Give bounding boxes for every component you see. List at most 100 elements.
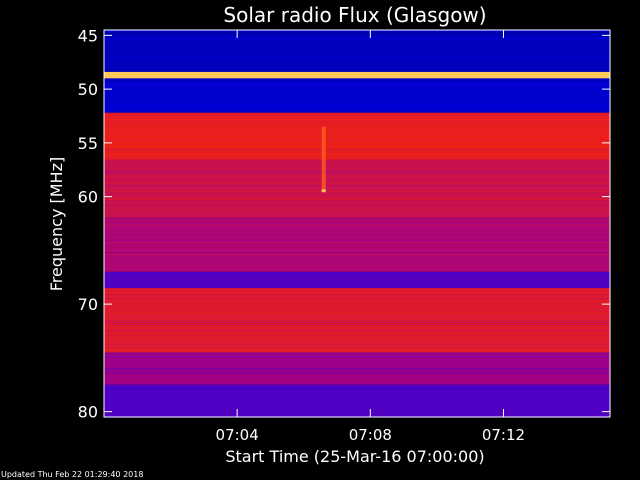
spectrum-texture-row	[104, 84, 610, 86]
spectrum-texture-row	[104, 224, 610, 226]
spectrum-texture-row	[104, 334, 610, 335]
spectrum-texture-row	[104, 368, 610, 370]
spectrum-texture-row	[104, 38, 610, 39]
spectrum-texture-row	[104, 344, 610, 345]
spectrum-texture-row	[104, 104, 610, 106]
spectrum-texture-row	[104, 312, 610, 313]
spectrum-texture-row	[104, 338, 610, 339]
spectrum-texture-row	[104, 277, 610, 279]
spectrum-texture-row	[104, 155, 610, 157]
spectrum-texture-row	[104, 298, 610, 299]
y-tick-label: 60	[78, 188, 98, 207]
spectrum-texture-row	[104, 191, 610, 192]
spectrum-texture-row	[104, 322, 610, 323]
spectrum-texture-row	[104, 332, 610, 333]
y-tick-label: 55	[78, 134, 98, 153]
spectrum-texture-row	[104, 240, 610, 242]
spectrum-texture-row	[104, 320, 610, 321]
spectrum-texture-row	[104, 220, 610, 222]
spectrum-texture-row	[104, 64, 610, 65]
spectrum-texture-row	[104, 292, 610, 293]
spectrum-texture-row	[104, 141, 610, 143]
spectrum-texture-row	[104, 266, 610, 268]
spectrum-texture-row	[104, 264, 610, 266]
spectrum-texture-row	[104, 356, 610, 358]
spectrum-texture-row	[104, 135, 610, 137]
spectrum-texture-row	[104, 92, 610, 94]
chart-title: Solar radio Flux (Glasgow)	[223, 3, 486, 27]
spectrum-texture-row	[104, 380, 610, 382]
spectrum-texture-row	[104, 199, 610, 200]
spectrum-texture-row	[104, 139, 610, 141]
y-tick-label: 80	[78, 403, 98, 422]
spectrum-texture-row	[104, 149, 610, 151]
spectrum-band	[104, 112, 610, 124]
spectrum-texture-row	[104, 388, 610, 390]
spectrum-texture-row	[104, 242, 610, 244]
burst-feature-peak	[321, 189, 326, 193]
spectrum-texture-row	[104, 294, 610, 295]
x-tick-label: 07:08	[349, 426, 392, 444]
spectrum-band	[104, 71, 610, 79]
spectrum-texture-row	[104, 197, 610, 198]
spectrum-texture-row	[104, 205, 610, 206]
spectrum-texture-row	[104, 372, 610, 374]
spectrum-texture-row	[104, 147, 610, 149]
spectrum-texture-row	[104, 32, 610, 33]
x-tick-label: 07:04	[216, 426, 259, 444]
spectrum-texture-row	[104, 252, 610, 254]
spectrum-texture-row	[104, 410, 610, 412]
axes: 07:04 07:08 07:12 45 50 55 60 70 80	[78, 26, 610, 444]
spectrum-texture-row	[104, 56, 610, 57]
y-tick-label: 50	[78, 80, 98, 99]
spectrum-band	[104, 159, 610, 219]
spectrum-band	[104, 271, 610, 288]
spectrum-texture-row	[104, 330, 610, 331]
spectrum-texture-row	[104, 173, 610, 174]
spectrum-texture-row	[104, 110, 610, 112]
spectrum-texture-row	[104, 189, 610, 190]
spectrum-texture-row	[104, 171, 610, 172]
spectrum-texture-row	[104, 112, 610, 114]
spectrum-texture-row	[104, 82, 610, 84]
spectrum-texture-row	[104, 118, 610, 120]
spectrum-texture-row	[104, 275, 610, 277]
spectrum-texture-row	[104, 98, 610, 100]
spectrum-texture-row	[104, 250, 610, 252]
spectrum-texture-row	[104, 80, 610, 82]
spectrum-texture-row	[104, 137, 610, 139]
plot-area	[104, 30, 610, 418]
spectrum-texture-row	[104, 352, 610, 354]
spectrum-texture-row	[104, 342, 610, 343]
spectrum-band	[104, 78, 610, 113]
spectrum-texture-row	[104, 153, 610, 155]
x-axis-label: Start Time (25-Mar-16 07:00:00)	[225, 447, 484, 466]
spectrum-texture-row	[104, 350, 610, 351]
spectrum-band	[104, 123, 610, 159]
y-tick-label: 45	[78, 26, 98, 45]
spectrum-texture-row	[104, 145, 610, 147]
y-axis-label: Frequency [MHz]	[47, 157, 66, 291]
spectrum-texture-row	[104, 177, 610, 178]
x-tick-label: 07:12	[482, 426, 525, 444]
spectrum-texture-row	[104, 207, 610, 208]
spectrum-texture-row	[104, 217, 610, 218]
updated-timestamp: Updated Thu Feb 22 01:29:40 2018	[1, 470, 144, 479]
y-tick-label: 70	[78, 295, 98, 314]
spectrum-texture-row	[104, 324, 610, 325]
spectrum-texture-row	[104, 183, 610, 184]
spectrum-texture-row	[104, 370, 610, 372]
burst-feature	[321, 126, 326, 192]
spectrum-texture-row	[104, 175, 610, 176]
spectrum-texture-row	[104, 209, 610, 210]
spectrum-texture-row	[104, 254, 610, 256]
plot-frame	[103, 29, 611, 418]
spectrum-texture-row	[104, 50, 610, 51]
spectrum-texture-row	[104, 288, 610, 289]
spectrum-texture-row	[104, 246, 610, 248]
spectrum-texture-row	[104, 102, 610, 104]
spectrum-texture-row	[104, 185, 610, 186]
spectrum-texture-row	[104, 159, 610, 160]
spectrum-band	[104, 218, 610, 272]
